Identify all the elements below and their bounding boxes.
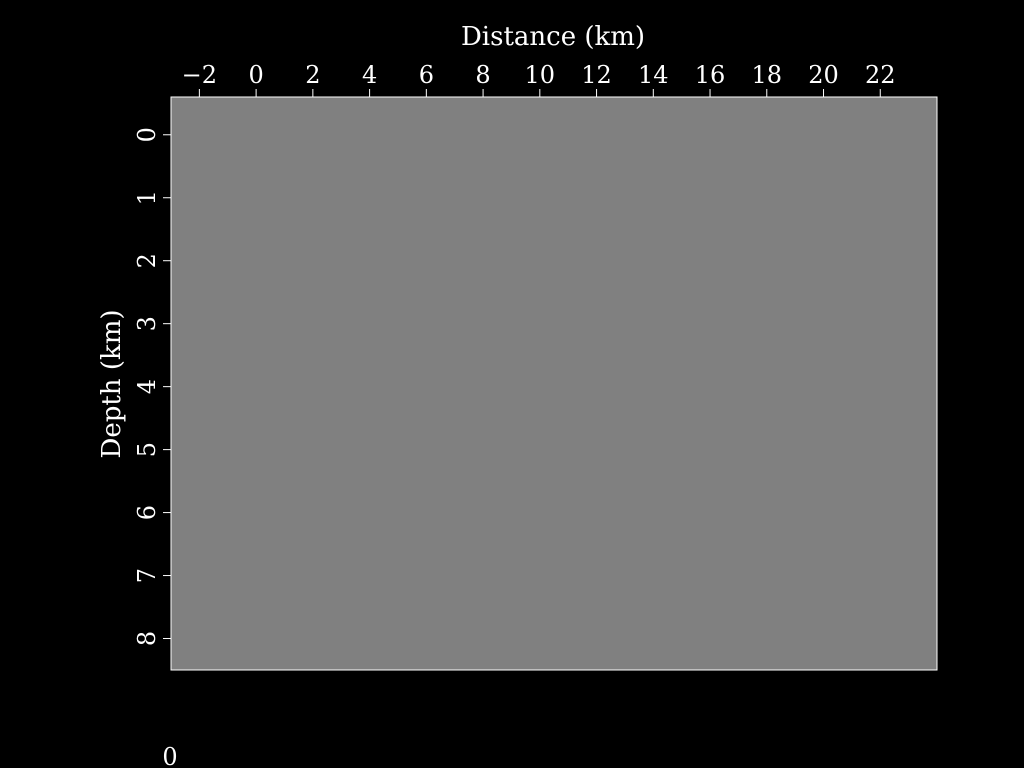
- x-tick-label: 14: [638, 61, 669, 89]
- x-tick-label: 8: [475, 61, 490, 89]
- x-tick-label: 16: [695, 61, 726, 89]
- y-tick-label: 0: [133, 127, 161, 142]
- y-axis: 0 1 2 3 4 5 6 7 8: [133, 127, 171, 646]
- x-tick-label: 4: [362, 61, 377, 89]
- x-tick-label: −2: [182, 61, 217, 89]
- x-tick-label: 0: [248, 61, 263, 89]
- colorbar-value-label: 0: [162, 743, 177, 768]
- plot-area: [170, 96, 938, 671]
- x-tick-label: 2: [305, 61, 320, 89]
- y-tick-label: 3: [133, 316, 161, 331]
- y-tick-label: 2: [133, 253, 161, 268]
- y-tick-label: 4: [133, 379, 161, 394]
- x-axis: −2 0 2 4 6 8 10 12 14 16 18 20 22: [182, 61, 896, 97]
- y-tick-label: 7: [133, 568, 161, 583]
- x-tick-label: 22: [865, 61, 896, 89]
- x-tick-label: 6: [419, 61, 434, 89]
- x-tick-label: 20: [808, 61, 839, 89]
- x-tick-label: 12: [581, 61, 612, 89]
- x-tick-label: 18: [752, 61, 783, 89]
- x-tick-label: 10: [525, 61, 556, 89]
- y-tick-label: 8: [133, 631, 161, 646]
- y-tick-label: 1: [133, 190, 161, 205]
- y-axis-label: Depth (km): [97, 309, 127, 458]
- y-tick-label: 5: [133, 442, 161, 457]
- x-axis-label: Distance (km): [461, 22, 645, 52]
- y-tick-label: 6: [133, 505, 161, 520]
